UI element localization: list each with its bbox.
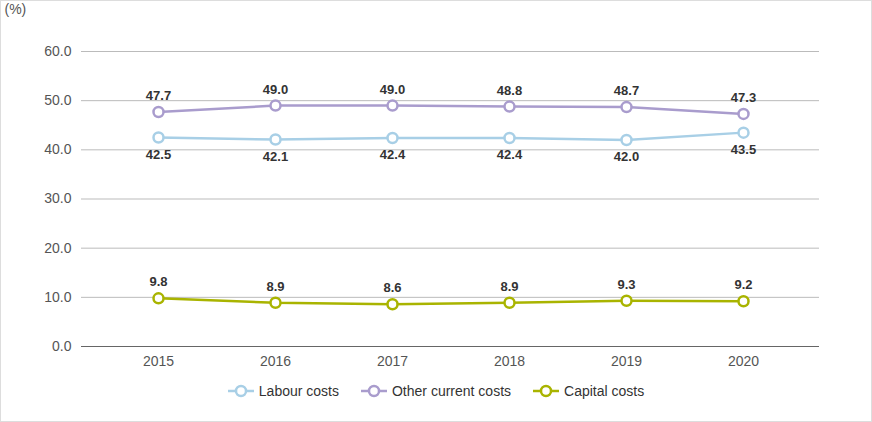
html-text:Capital costs: Capital costs <box>564 383 645 399</box>
svg-text:2020: 2020 <box>728 353 759 369</box>
svg-text:20.0: 20.0 <box>44 240 71 256</box>
svg-text:10.0: 10.0 <box>44 289 71 305</box>
svg-text:2017: 2017 <box>377 353 408 369</box>
svg-text:47.3: 47.3 <box>731 90 756 105</box>
svg-text:42.4: 42.4 <box>497 147 523 162</box>
svg-text:48.8: 48.8 <box>497 83 522 98</box>
svg-text:49.0: 49.0 <box>263 82 288 97</box>
svg-text:42.0: 42.0 <box>614 149 639 164</box>
svg-text:30.0: 30.0 <box>44 190 71 206</box>
svg-text:8.6: 8.6 <box>383 280 401 295</box>
svg-text:43.5: 43.5 <box>731 142 756 157</box>
svg-text:2018: 2018 <box>494 353 525 369</box>
svg-text:48.7: 48.7 <box>614 83 639 98</box>
svg-text:42.1: 42.1 <box>263 149 288 164</box>
svg-text:2016: 2016 <box>260 353 291 369</box>
svg-text:47.7: 47.7 <box>146 88 171 103</box>
svg-text:0.0: 0.0 <box>52 338 72 354</box>
svg-text:42.5: 42.5 <box>146 147 171 162</box>
svg-text:2015: 2015 <box>143 353 174 369</box>
svg-text:8.9: 8.9 <box>500 279 518 294</box>
svg-text:(%): (%) <box>5 1 27 17</box>
svg-text:9.3: 9.3 <box>617 277 635 292</box>
svg-text:9.2: 9.2 <box>734 277 752 292</box>
svg-text:50.0: 50.0 <box>44 92 71 108</box>
svg-text:2019: 2019 <box>611 353 642 369</box>
svg-text:40.0: 40.0 <box>44 141 71 157</box>
html-text:Labour costs: Labour costs <box>258 383 339 399</box>
svg-text:42.4: 42.4 <box>380 147 406 162</box>
svg-text:60.0: 60.0 <box>44 43 71 59</box>
svg-text:49.0: 49.0 <box>380 82 405 97</box>
svg-text:9.8: 9.8 <box>149 274 167 289</box>
html-text:Other current costs: Other current costs <box>392 383 511 399</box>
svg-text:8.9: 8.9 <box>266 279 284 294</box>
